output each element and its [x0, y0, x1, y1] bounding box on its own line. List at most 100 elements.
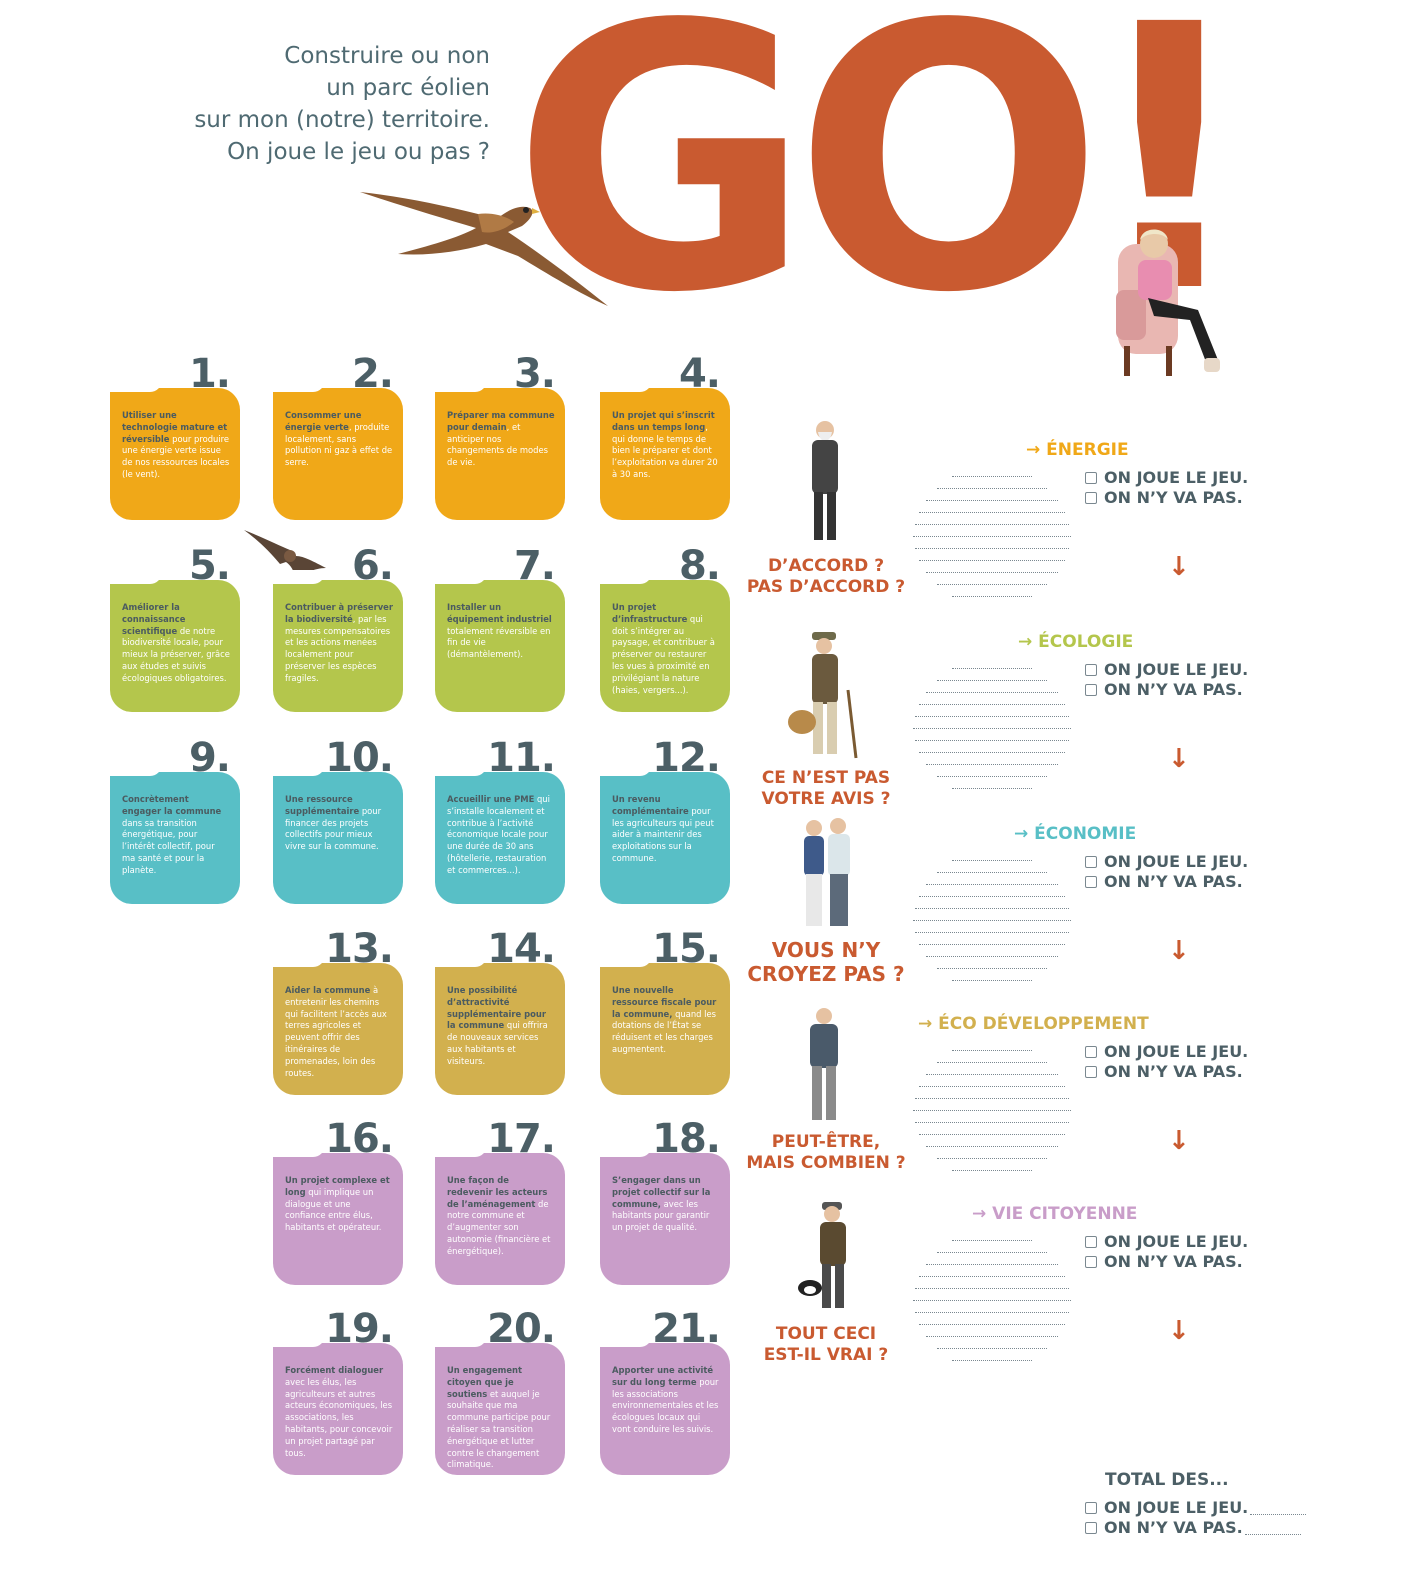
vote-option-no[interactable]: ON N’Y VA PAS.: [1085, 1252, 1248, 1272]
dotted-answer-lines[interactable]: [912, 662, 1072, 794]
vote-option-yes[interactable]: ON JOUE LE JEU.: [1085, 852, 1248, 872]
dotted-line: [915, 734, 1069, 741]
tagline: Construire ou non un parc éolien sur mon…: [190, 40, 490, 168]
checkbox-icon[interactable]: [1085, 856, 1097, 868]
dotted-line: [919, 1270, 1065, 1277]
argument-card: 21. Apporter une activité sur du long ter…: [600, 1309, 730, 1475]
checkbox-icon[interactable]: [1085, 876, 1097, 888]
down-arrow-icon: ↓: [1168, 744, 1190, 774]
dotted-line: [937, 1056, 1047, 1063]
card-number: 10.: [325, 735, 394, 781]
dotted-line: [952, 854, 1032, 861]
dotted-answer-lines[interactable]: [912, 1044, 1072, 1176]
checkbox-icon[interactable]: [1085, 1522, 1097, 1534]
vote-option-no[interactable]: ON N’Y VA PAS.: [1085, 872, 1248, 892]
dotted-line: [926, 1258, 1058, 1265]
dotted-line: [937, 1246, 1047, 1253]
dotted-line: [952, 1354, 1032, 1361]
dotted-line: [926, 566, 1058, 573]
vote-option-yes[interactable]: ON JOUE LE JEU.: [1085, 660, 1248, 680]
card-text: Contribuer à préserver la biodiversité, …: [285, 602, 393, 685]
card-text-rest: qui s’installe localement et contribue à…: [447, 794, 550, 875]
card-text-rest: pour les associations environnementales …: [612, 1376, 719, 1434]
card-text-bold: Un projet complexe et long: [285, 1175, 390, 1197]
card-number: 6.: [351, 543, 394, 589]
dotted-answer-lines[interactable]: [912, 854, 1072, 986]
tagline-line: Construire ou non: [284, 43, 490, 69]
vote-options: ON JOUE LE JEU. ON N’Y VA PAS.: [1085, 1042, 1248, 1082]
vote-option-yes[interactable]: ON JOUE LE JEU.: [1085, 1042, 1248, 1062]
card-text-bold: Un engagement citoyen que je soutiens: [447, 1365, 523, 1399]
dotted-line: [913, 1294, 1071, 1301]
dotted-line: [937, 578, 1047, 585]
checkbox-icon[interactable]: [1085, 1046, 1097, 1058]
vote-option-yes[interactable]: ON JOUE LE JEU.: [1085, 1232, 1248, 1252]
question-line: VOUS N’Y: [771, 938, 881, 962]
dotted-line: [926, 1068, 1058, 1075]
vote-option-yes[interactable]: ON JOUE LE JEU.: [1085, 468, 1248, 488]
question: D’ACCORD ? PAS D’ACCORD ?: [746, 556, 906, 598]
checkbox-icon[interactable]: [1085, 1236, 1097, 1248]
theme-title: → ÉCOLOGIE: [1018, 632, 1134, 652]
total-option-yes[interactable]: ON JOUE LE JEU.: [1085, 1498, 1307, 1518]
card-text-rest: et auquel je souhaite que ma commune par…: [447, 1388, 551, 1470]
dotted-line: [913, 1104, 1071, 1111]
card-number: 4.: [678, 351, 721, 397]
card-text-bold: Utiliser une technologie mature et réver…: [122, 410, 228, 444]
card-text: Une façon de redevenir les acteurs de l’…: [447, 1175, 555, 1258]
man-basket-photo: [788, 632, 858, 759]
dotted-line: [915, 902, 1069, 909]
card-text-bold: Une façon de redevenir les acteurs de l’…: [447, 1175, 548, 1209]
vote-options: ON JOUE LE JEU. ON N’Y VA PAS.: [1085, 660, 1248, 700]
card-number: 21.: [652, 1306, 721, 1352]
dotted-line: [915, 710, 1069, 717]
vote-option-no[interactable]: ON N’Y VA PAS.: [1085, 1062, 1248, 1082]
card-text-rest: avec les élus, les agriculteurs et autre…: [285, 1376, 393, 1458]
checkbox-icon[interactable]: [1085, 472, 1097, 484]
card-text-rest: , par les mesures compensatoires et les …: [285, 613, 391, 683]
question-line: MAIS COMBIEN ?: [746, 1153, 906, 1173]
dotted-line: [937, 1152, 1047, 1159]
argument-card: 11. Accueillir une PME qui s’installe loc…: [435, 738, 565, 904]
card-number: 14.: [487, 926, 556, 972]
bat-illustration: [244, 530, 326, 582]
option-label: ON JOUE LE JEU.: [1104, 660, 1249, 679]
card-number: 5.: [188, 543, 231, 589]
dotted-line: [952, 470, 1032, 477]
theme-title: → ÉCONOMIE: [1014, 824, 1137, 844]
card-number: 16.: [325, 1116, 394, 1162]
card-text: Apporter une activité sur du long terme …: [612, 1365, 720, 1436]
dotted-line: [937, 866, 1047, 873]
argument-card: 16. Un projet complexe et long qui impliq…: [273, 1119, 403, 1285]
option-label: ON JOUE LE JEU.: [1104, 852, 1249, 871]
dotted-line: [919, 746, 1065, 753]
card-text-bold: Installer un équipement industriel: [447, 602, 552, 624]
checkbox-icon[interactable]: [1085, 1256, 1097, 1268]
card-number: 9.: [188, 735, 231, 781]
dotted-answer-lines[interactable]: [912, 470, 1072, 602]
card-text: Accueillir une PME qui s’installe locale…: [447, 794, 555, 877]
card-text-bold: Une possibilité d’attractivité supplémen…: [447, 985, 546, 1031]
checkbox-icon[interactable]: [1085, 684, 1097, 696]
vote-option-no[interactable]: ON N’Y VA PAS.: [1085, 488, 1248, 508]
vote-option-no[interactable]: ON N’Y VA PAS.: [1085, 680, 1248, 700]
checkbox-icon[interactable]: [1085, 664, 1097, 676]
checkbox-icon[interactable]: [1085, 492, 1097, 504]
checkbox-icon[interactable]: [1085, 1066, 1097, 1078]
card-text-bold: Accueillir une PME: [447, 794, 535, 804]
card-text: Une nouvelle ressource fiscale pour la c…: [612, 985, 720, 1056]
dotted-answer-lines[interactable]: [912, 1234, 1072, 1366]
dotted-line: [937, 770, 1047, 777]
dotted-line: [952, 782, 1032, 789]
card-number: 1.: [188, 351, 231, 397]
card-text: Améliorer la connaissance scientifique d…: [122, 602, 230, 685]
dotted-line: [915, 1306, 1069, 1313]
argument-card: 6. Contribuer à préserver la biodiversité…: [273, 546, 403, 712]
card-text: Consommer une énergie verte, produite lo…: [285, 410, 393, 469]
argument-card: 5. Améliorer la connaissance scientifique…: [110, 546, 240, 712]
card-text: Une possibilité d’attractivité supplémen…: [447, 985, 555, 1068]
total-options: ON JOUE LE JEU. ON N’Y VA PAS.: [1085, 1498, 1307, 1538]
tagline-line: On joue le jeu ou pas ?: [227, 139, 490, 165]
checkbox-icon[interactable]: [1085, 1502, 1097, 1514]
total-option-no[interactable]: ON N’Y VA PAS.: [1085, 1518, 1306, 1538]
